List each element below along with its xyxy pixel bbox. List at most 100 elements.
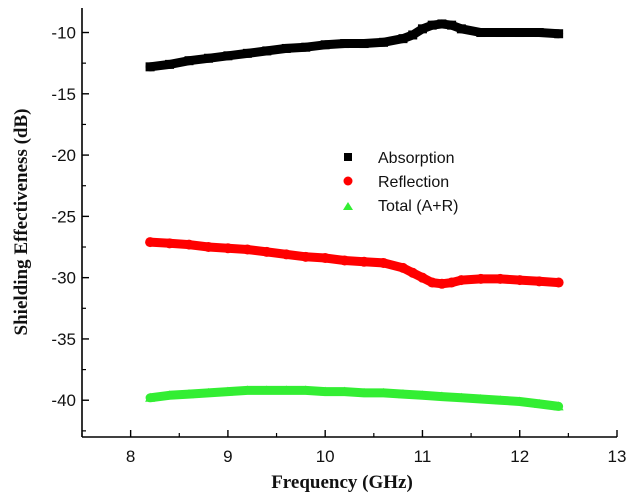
- data-point: [300, 251, 311, 262]
- data-point: [378, 387, 389, 397]
- data-point: [164, 238, 175, 249]
- data-point: [515, 28, 525, 38]
- data-point: [281, 43, 291, 53]
- data-point: [553, 277, 564, 288]
- data-point: [398, 34, 408, 44]
- data-point: [203, 53, 213, 63]
- data-point: [184, 239, 194, 250]
- data-point: [408, 30, 418, 40]
- data-point: [456, 24, 466, 34]
- series-layer: [145, 19, 564, 411]
- data-point: [164, 390, 175, 400]
- data-point: [203, 387, 214, 397]
- data-point: [495, 273, 506, 284]
- data-point: [476, 28, 486, 38]
- x-ticks: 8 9 10 11 12 13: [81, 430, 627, 466]
- data-point: [456, 275, 467, 286]
- x-tick-label: 9: [223, 447, 232, 466]
- data-point: [446, 277, 457, 288]
- y-tick-label: -30: [51, 269, 76, 288]
- data-point: [222, 386, 233, 396]
- data-point: [553, 401, 564, 411]
- data-point: [184, 389, 194, 399]
- legend: Absorption Reflection Total (A+R): [343, 150, 458, 215]
- data-point: [281, 385, 292, 395]
- y-tick-label: -35: [51, 330, 76, 349]
- data-point: [554, 29, 564, 39]
- legend-label-reflection: Reflection: [378, 174, 449, 191]
- x-tick-label: 10: [316, 447, 335, 466]
- data-point: [427, 277, 438, 288]
- data-point: [514, 396, 525, 406]
- data-point: [427, 20, 437, 30]
- y-ticks: -10 -15 -20 -25 -30 -35 -40: [51, 24, 89, 432]
- data-point: [417, 390, 428, 400]
- data-point: [378, 257, 389, 268]
- data-point: [222, 243, 233, 254]
- data-point: [145, 392, 156, 402]
- x-tick-label: 13: [608, 447, 627, 466]
- data-point: [359, 387, 370, 397]
- y-tick-label: -40: [51, 391, 76, 410]
- data-point: [203, 242, 214, 253]
- series-line-total-a-r: [145, 385, 564, 411]
- x-tick-label: 8: [126, 447, 135, 466]
- data-point: [320, 253, 331, 264]
- data-point: [417, 272, 428, 283]
- legend-marker-total: [343, 202, 353, 210]
- data-point: [475, 394, 486, 404]
- data-point: [359, 39, 369, 49]
- data-point: [436, 278, 447, 289]
- data-point: [436, 391, 447, 401]
- data-point: [339, 255, 350, 266]
- data-point: [495, 28, 505, 38]
- data-point: [514, 275, 525, 286]
- data-point: [495, 395, 506, 405]
- data-point: [261, 385, 272, 395]
- data-point: [242, 385, 253, 395]
- y-tick-label: -25: [51, 207, 76, 226]
- y-axis-title: Shielding Effectiveness (dB): [11, 109, 32, 336]
- data-point: [534, 28, 544, 38]
- data-point: [379, 37, 389, 47]
- data-point: [475, 273, 486, 284]
- y-tick-label: -15: [51, 85, 76, 104]
- data-point: [281, 249, 292, 260]
- data-point: [223, 51, 233, 61]
- data-point: [456, 392, 467, 402]
- data-point: [398, 389, 408, 399]
- data-point: [145, 62, 155, 72]
- data-point: [242, 244, 253, 255]
- data-point: [339, 386, 350, 396]
- data-point: [261, 246, 272, 257]
- data-point: [262, 46, 272, 56]
- data-point: [534, 398, 545, 408]
- data-point: [407, 267, 418, 278]
- data-point: [320, 386, 331, 396]
- data-point: [340, 39, 350, 49]
- data-point: [184, 56, 194, 66]
- data-point: [301, 42, 311, 52]
- data-point: [447, 20, 457, 30]
- legend-marker-reflection: [343, 176, 353, 186]
- data-point: [320, 40, 330, 50]
- data-point: [165, 59, 175, 69]
- data-point: [242, 48, 252, 58]
- data-point: [534, 276, 545, 287]
- x-tick-label: 12: [510, 447, 529, 466]
- x-tick-label: 11: [414, 447, 432, 466]
- data-point: [145, 237, 156, 248]
- plot-frame: [81, 8, 617, 438]
- data-point: [398, 262, 408, 273]
- legend-label-absorption: Absorption: [378, 150, 455, 167]
- data-point: [417, 24, 427, 34]
- data-point: [359, 256, 370, 267]
- data-point: [300, 385, 311, 395]
- legend-marker-absorption: [344, 153, 352, 161]
- x-axis-title: Frequency (GHz): [271, 472, 413, 493]
- y-tick-label: -20: [51, 146, 76, 165]
- data-point: [437, 19, 447, 29]
- legend-label-total: Total (A+R): [378, 198, 458, 215]
- y-tick-label: -10: [51, 24, 76, 43]
